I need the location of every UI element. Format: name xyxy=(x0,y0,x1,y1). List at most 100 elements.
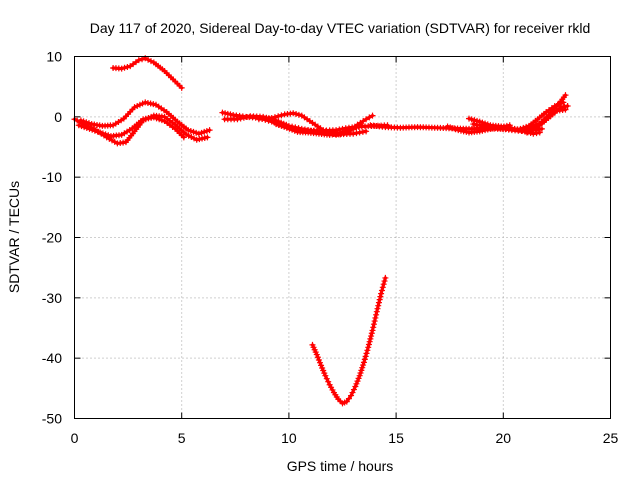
data-point-marker xyxy=(190,128,197,135)
data-point-marker xyxy=(356,129,363,136)
data-point-marker xyxy=(517,125,524,132)
data-point-marker xyxy=(373,311,380,318)
data-point-marker xyxy=(188,134,195,141)
data-point-marker xyxy=(554,101,561,108)
data-point-marker xyxy=(89,126,96,133)
data-point-marker xyxy=(533,130,540,137)
data-point-marker xyxy=(359,128,366,135)
axis-ticks: 0 5 10 15 20 25 -50 -40 -30 -20 -10 0 10 xyxy=(42,49,619,447)
data-point-marker xyxy=(153,115,160,122)
y-tick-label: -40 xyxy=(42,350,62,366)
data-point-marker xyxy=(353,380,360,387)
data-point-marker xyxy=(368,333,375,340)
data-point-marker xyxy=(370,321,377,328)
data-point-marker xyxy=(315,356,322,363)
data-point-marker xyxy=(523,123,530,130)
data-point-marker xyxy=(291,127,298,134)
data-point-marker xyxy=(476,122,483,129)
data-point-marker xyxy=(371,318,378,325)
data-point-marker xyxy=(314,354,321,361)
data-point-marker xyxy=(378,290,385,297)
data-point-marker xyxy=(222,110,229,117)
data-point-marker xyxy=(78,123,85,130)
x-tick-label: 0 xyxy=(71,430,79,446)
series-arc-rise-d xyxy=(517,99,567,132)
data-point-marker xyxy=(342,128,349,135)
data-point-marker xyxy=(150,114,157,121)
data-point-marker xyxy=(350,386,357,393)
data-point-marker xyxy=(136,101,143,108)
data-point-marker xyxy=(538,125,545,132)
data-point-marker xyxy=(191,135,198,142)
series-arc-valley xyxy=(309,274,389,407)
data-point-marker xyxy=(201,134,208,141)
data-point-marker xyxy=(372,314,379,321)
data-point-marker xyxy=(271,114,278,121)
data-point-marker xyxy=(75,122,82,129)
data-point-marker xyxy=(375,299,382,306)
data-point-marker xyxy=(557,100,564,107)
data-point-marker xyxy=(118,65,125,72)
data-point-marker xyxy=(81,124,88,131)
data-point-marker xyxy=(373,308,380,315)
data-point-marker xyxy=(278,122,285,129)
data-point-marker xyxy=(564,102,571,109)
x-tick-label: 5 xyxy=(178,430,186,446)
data-point-marker xyxy=(523,129,530,136)
data-point-marker xyxy=(536,129,543,136)
data-point-marker xyxy=(182,131,189,138)
data-point-marker xyxy=(316,359,323,366)
data-point-marker xyxy=(374,305,381,312)
data-point-marker xyxy=(97,129,104,136)
y-axis-label: SDTVAR / TECUs xyxy=(6,181,22,293)
data-point-marker xyxy=(286,125,293,132)
data-point-marker xyxy=(185,132,192,139)
data-point-marker xyxy=(273,121,280,128)
series-arc-mid-hump xyxy=(77,99,213,137)
chart-title: Day 117 of 2020, Sidereal Day-to-day VTE… xyxy=(90,20,591,36)
data-point-marker xyxy=(289,126,296,133)
data-point-marker xyxy=(83,124,90,131)
data-point-marker xyxy=(366,338,373,345)
data-point-marker xyxy=(337,130,344,137)
y-tick-label: 0 xyxy=(54,109,62,125)
data-point-marker xyxy=(353,124,360,131)
data-point-marker xyxy=(131,104,138,111)
data-point-marker xyxy=(219,109,226,116)
data-point-marker xyxy=(470,121,477,128)
data-point-marker xyxy=(193,136,200,143)
data-point-marker xyxy=(455,127,462,134)
grid xyxy=(74,56,611,419)
data-point-marker xyxy=(135,57,142,64)
data-point-marker xyxy=(124,63,131,70)
data-point-marker xyxy=(350,130,357,137)
data-point-marker xyxy=(195,130,202,137)
data-point-marker xyxy=(353,130,360,137)
data-point-marker xyxy=(377,293,384,300)
data-point-marker xyxy=(203,128,210,135)
data-point-marker xyxy=(355,375,362,382)
data-point-marker xyxy=(295,111,302,118)
data-point-marker xyxy=(360,359,367,366)
data-point-marker xyxy=(139,56,146,63)
data-point-marker xyxy=(520,124,527,131)
y-tick-label: -50 xyxy=(42,411,62,427)
x-tick-label: 20 xyxy=(496,430,512,446)
data-point-marker xyxy=(144,99,151,106)
data-point-marker xyxy=(158,117,165,124)
data-point-marker xyxy=(91,127,98,134)
data-point-marker xyxy=(363,350,370,357)
data-point-marker xyxy=(105,132,112,139)
data-point-marker xyxy=(444,123,451,130)
data-point-marker xyxy=(359,364,366,371)
data-point-marker xyxy=(449,125,456,132)
plot-frame xyxy=(74,56,611,419)
data-point-marker xyxy=(560,99,567,106)
data-point-marker xyxy=(506,122,513,129)
data-point-marker xyxy=(322,372,329,379)
data-point-marker xyxy=(551,102,558,109)
data-point-marker xyxy=(361,356,368,363)
data-point-marker xyxy=(348,392,355,399)
data-point-marker xyxy=(142,99,149,106)
